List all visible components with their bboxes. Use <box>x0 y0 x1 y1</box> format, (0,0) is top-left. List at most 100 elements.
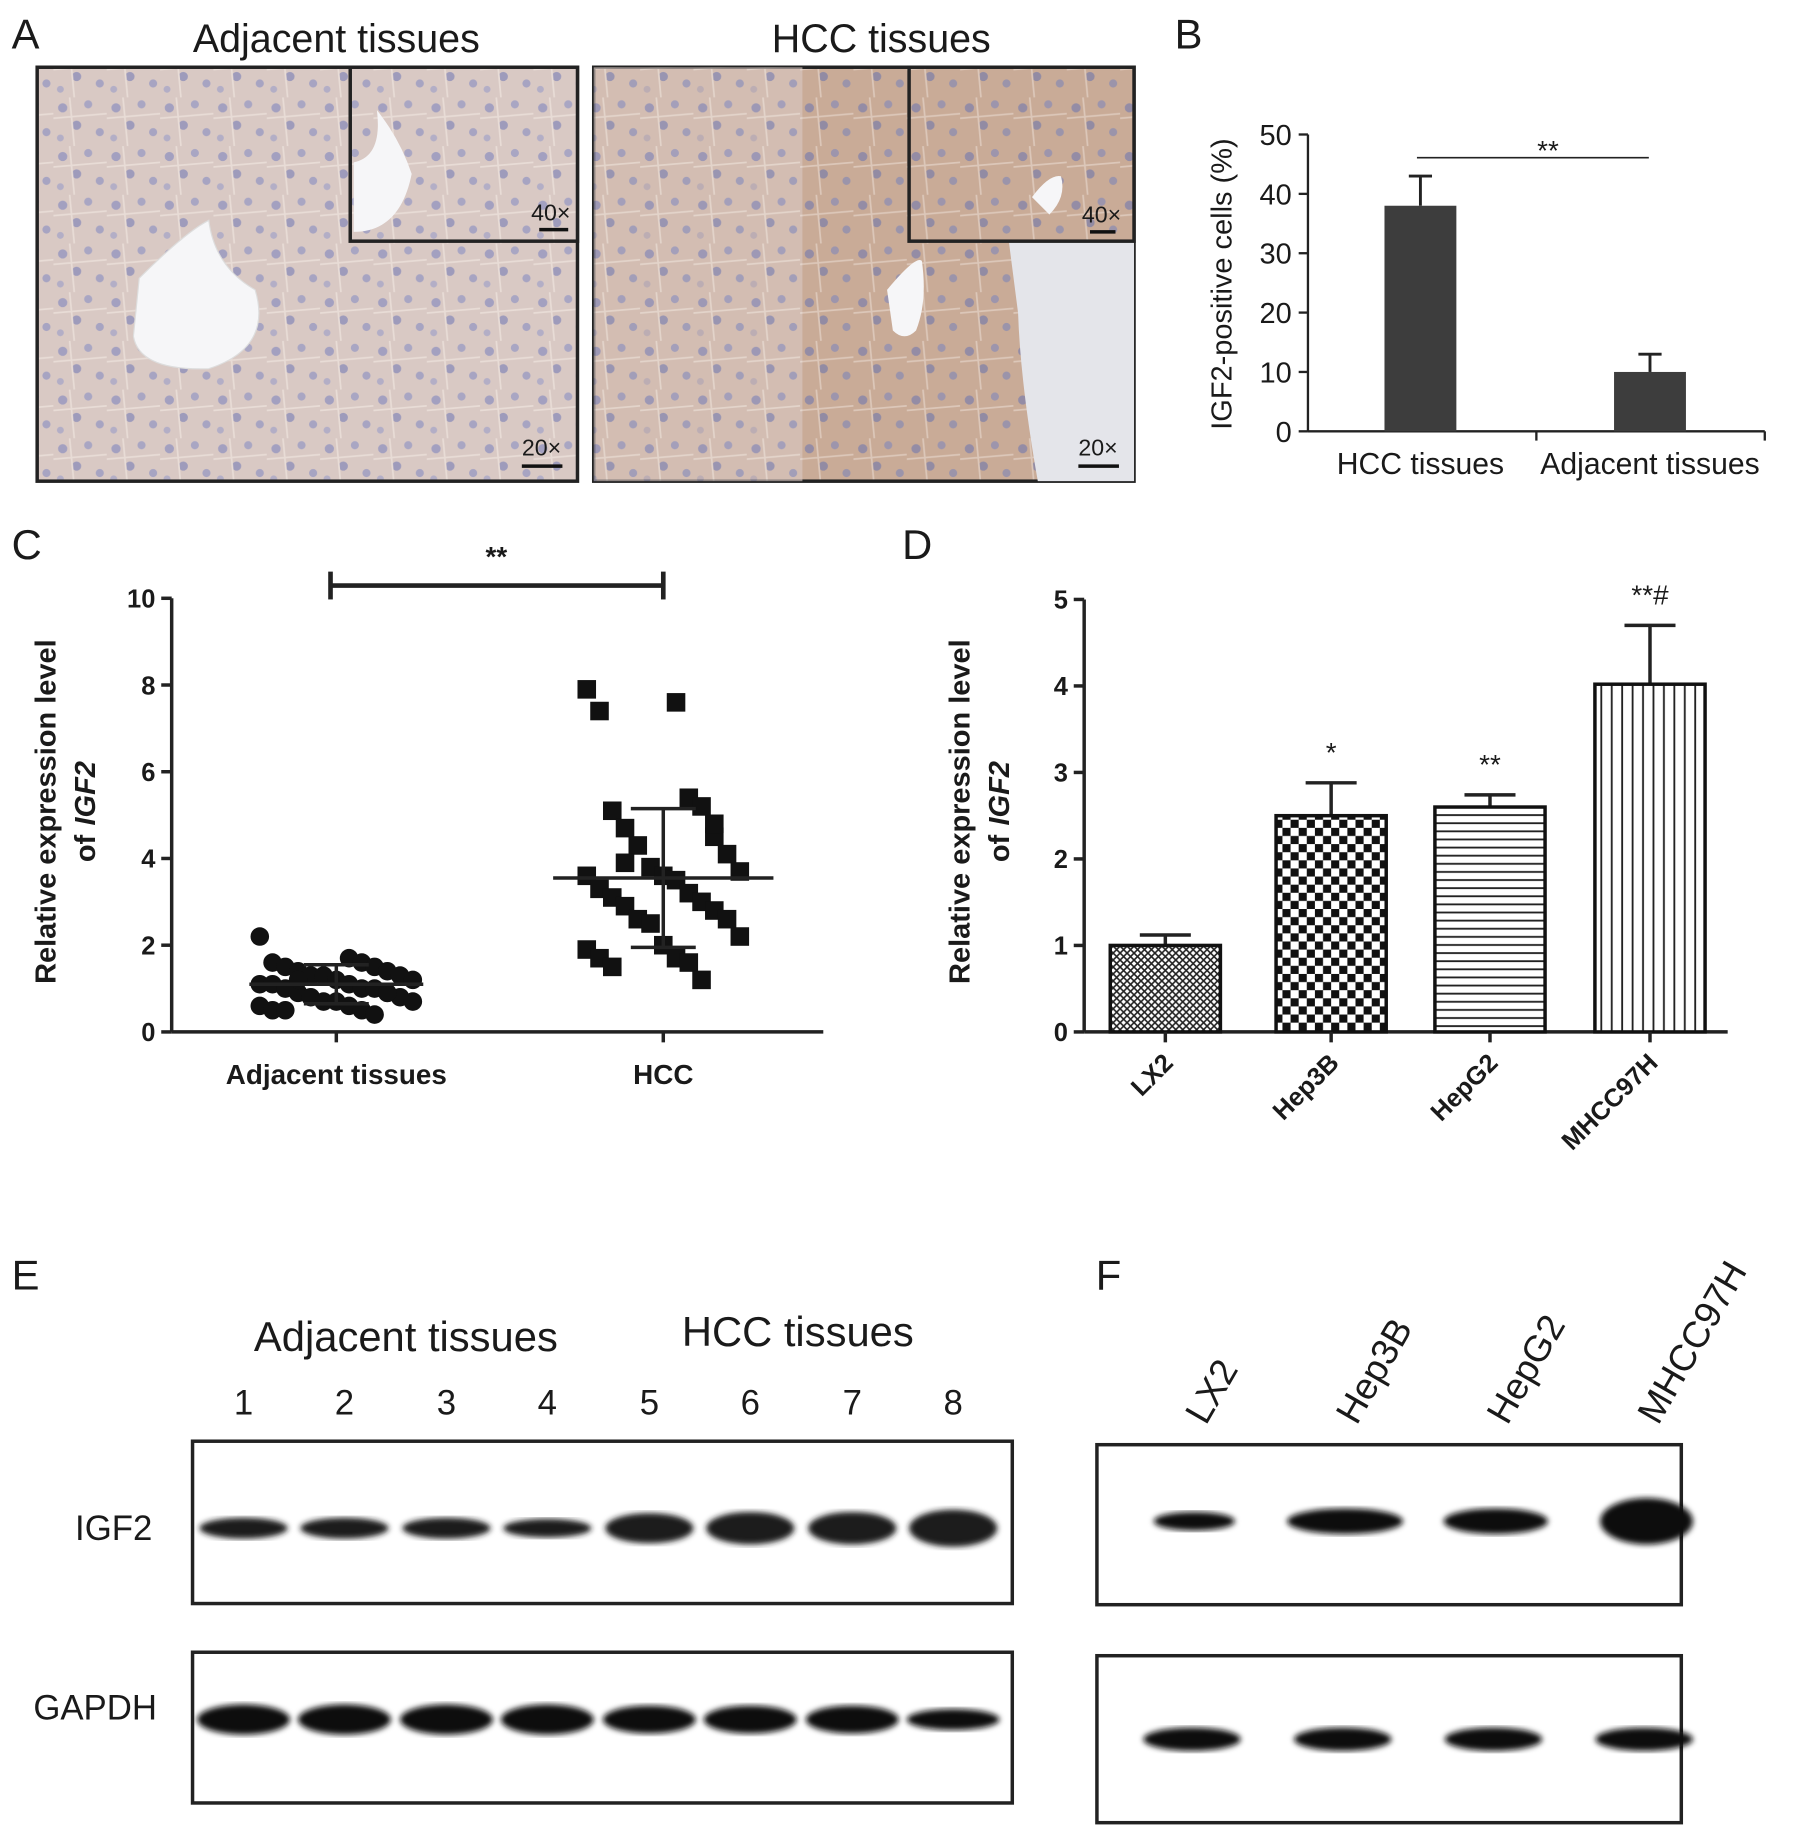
data-point <box>641 914 660 933</box>
y-tick-label: 0 <box>1276 417 1292 449</box>
inset-magnification: 40× <box>1082 202 1121 228</box>
data-point <box>615 818 635 838</box>
data-point <box>378 983 397 1003</box>
significance: * <box>1326 737 1337 768</box>
band <box>402 1517 491 1539</box>
bar <box>1614 371 1686 432</box>
significance: ** <box>485 541 507 572</box>
vessel <box>1031 176 1063 215</box>
y-tick-label: 3 <box>1054 760 1068 788</box>
band <box>1287 1508 1404 1534</box>
y-tick-label: 0 <box>141 1019 155 1047</box>
lane-label: 2 <box>335 1385 354 1423</box>
data-point <box>288 970 308 990</box>
data-point <box>730 862 750 881</box>
data-point <box>365 1005 384 1024</box>
y-tick-label: 8 <box>141 672 155 700</box>
data-point <box>717 844 737 864</box>
bar <box>1274 813 1388 1034</box>
y-tick-label: 20 <box>1259 298 1291 330</box>
band <box>1444 1727 1543 1751</box>
y-tick-label: 10 <box>127 586 155 614</box>
group-label: Adjacent tissues <box>254 1313 558 1360</box>
data-point <box>730 927 750 946</box>
data-point <box>615 853 635 873</box>
lane-label: 6 <box>741 1385 760 1423</box>
y-tick-label: 0 <box>1054 1019 1068 1047</box>
data-point <box>314 992 333 1011</box>
lane-label: LX2 <box>1176 1352 1245 1430</box>
vessel <box>353 110 412 232</box>
main-magnification: 20× <box>522 435 561 461</box>
data-point <box>628 836 648 855</box>
significance: ** <box>1537 135 1559 166</box>
band <box>706 1511 795 1545</box>
band <box>1153 1511 1235 1531</box>
lane-label: HepG2 <box>1478 1307 1573 1430</box>
bar <box>1593 682 1707 1034</box>
data-point <box>276 1000 295 1020</box>
data-point <box>666 693 686 712</box>
data-point <box>263 1000 282 1020</box>
x-tick-label: Hep3B <box>1268 1049 1345 1126</box>
band <box>805 1705 899 1734</box>
band <box>300 1517 389 1539</box>
panel-label: C <box>12 521 42 568</box>
panel-label: B <box>1175 11 1203 58</box>
band <box>503 1518 592 1538</box>
data-point <box>577 680 597 699</box>
band <box>199 1517 288 1539</box>
x-tick-label: HCC tissues <box>1337 448 1504 481</box>
y-axis-label: Relative expression level <box>944 639 976 984</box>
label-part: IGF2 <box>984 761 1016 825</box>
panel-label: E <box>12 1251 40 1298</box>
band <box>605 1513 694 1544</box>
lane-label: 1 <box>234 1385 253 1423</box>
lane-label: 8 <box>943 1385 962 1423</box>
main-magnification: 20× <box>1078 435 1117 461</box>
x-tick-label: LX2 <box>1126 1049 1179 1102</box>
lane-label: MHCC97H <box>1629 1254 1755 1430</box>
inset <box>907 65 1136 243</box>
western-blot: LX2 Hep3B HepG2 MHCC97H <box>1095 1254 1755 1825</box>
y-tick-label: 5 <box>1054 587 1068 615</box>
vessel <box>887 260 924 337</box>
band <box>906 1709 1000 1730</box>
band <box>298 1704 391 1735</box>
lane-label: 3 <box>437 1385 456 1423</box>
band <box>1600 1498 1693 1545</box>
band <box>703 1705 797 1734</box>
lane-label: 5 <box>640 1385 659 1423</box>
data-point <box>679 953 699 972</box>
western-blot: Adjacent tissues HCC tissues IGF2 GAPDH … <box>33 1308 1015 1805</box>
panel-label: D <box>902 521 932 568</box>
panel-label: F <box>1096 1251 1121 1298</box>
bar <box>1433 805 1547 1034</box>
y-tick-label: 40 <box>1259 179 1291 211</box>
label-part: IGF2 <box>70 761 102 825</box>
lane-label: 4 <box>538 1385 557 1423</box>
data-point <box>250 927 270 946</box>
y-tick-label: 1 <box>1054 933 1068 961</box>
significance: **# <box>1631 580 1669 611</box>
row-label: IGF2 <box>75 1510 152 1548</box>
band <box>808 1511 897 1545</box>
band <box>1443 1508 1548 1534</box>
y-tick-label: 6 <box>141 759 155 787</box>
y-tick-label: 4 <box>1054 673 1069 701</box>
data-point <box>692 970 711 990</box>
data-point <box>602 957 622 977</box>
x-tick-label: MHCC97H <box>1557 1049 1664 1156</box>
panel-label: A <box>12 11 40 58</box>
band <box>1143 1727 1241 1751</box>
data-point <box>692 797 711 816</box>
panel-labels: A B C D E F <box>12 11 1203 1299</box>
y-tick-label: 50 <box>1259 120 1291 152</box>
y-axis-label: IGF2-positive cells (%) <box>1206 138 1238 429</box>
micrograph-title: HCC tissues <box>772 17 991 61</box>
x-tick-label: HepG2 <box>1426 1049 1504 1127</box>
lane-label: Hep3B <box>1327 1311 1420 1430</box>
label-part: of <box>984 834 1016 862</box>
data-point <box>705 814 724 834</box>
